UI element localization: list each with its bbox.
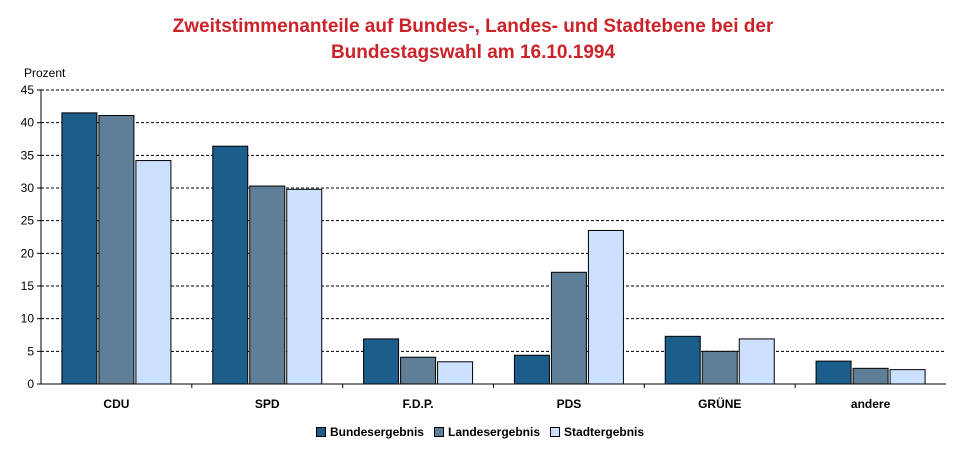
y-ticks: 0 5 10 15 20 25 30 35 40 45: [21, 83, 41, 391]
bar-landesergebnis-5: [852, 367, 889, 385]
legend-item: Stadtergebnis: [550, 425, 644, 439]
bar-bundesergebnis-2: [363, 338, 400, 385]
chart-title-line-2: Bundestagswahl am 16.10.1994: [330, 42, 616, 63]
bar-bundesergebnis-1: [212, 145, 249, 385]
y-tick-label: 35: [21, 148, 35, 162]
bar-stadtergebnis-1: [286, 188, 323, 385]
y-tick-label: 0: [27, 377, 34, 391]
bar-bundesergebnis-0: [61, 112, 98, 385]
bar-landesergebnis-1: [249, 185, 286, 385]
x-category-label: PDS: [557, 397, 582, 411]
chart-title-line-1: Zweitstimmenanteile auf Bundes-, Landes-…: [172, 16, 774, 37]
y-tick-label: 15: [21, 279, 35, 293]
bar-bundesergebnis-4: [664, 335, 701, 385]
legend-swatch: [550, 426, 561, 437]
bar-bundesergebnis-5: [815, 360, 852, 385]
bar-stadtergebnis-5: [889, 369, 926, 385]
bar-stadtergebnis-3: [587, 229, 624, 385]
bar-landesergebnis-4: [701, 350, 738, 385]
bars: [61, 112, 926, 385]
x-category-label: andere: [851, 397, 891, 411]
y-tick-label: 5: [27, 344, 34, 358]
bar-stadtergebnis-0: [135, 160, 172, 385]
legend-label: Bundesergebnis: [329, 424, 424, 439]
chart-title: Zweitstimmenanteile auf Bundes-, Landes-…: [0, 14, 946, 66]
y-tick-label: 25: [21, 214, 35, 228]
gridlines: [41, 89, 946, 352]
bar-stadtergebnis-4: [738, 338, 775, 385]
x-category-label: F.D.P.: [403, 397, 434, 411]
bar-landesergebnis-0: [98, 114, 135, 385]
bar-landesergebnis-3: [550, 271, 587, 385]
y-tick-label: 45: [21, 83, 35, 97]
bar-bundesergebnis-3: [513, 354, 550, 385]
x-category-label: GRÜNE: [698, 396, 741, 411]
bar-landesergebnis-2: [400, 356, 437, 385]
legend-label: Stadtergebnis: [564, 424, 645, 439]
legend-item: Bundesergebnis: [315, 424, 424, 439]
legend-item: Landesergebnis: [433, 424, 541, 439]
legend-swatch: [315, 426, 326, 437]
x-categories: CDU SPD F.D.P. PDS GRÜNE andere: [103, 384, 891, 411]
y-tick-label: 30: [21, 181, 35, 195]
y-tick-label: 20: [21, 246, 35, 260]
legend-swatch: [433, 426, 444, 437]
x-category-label: SPD: [255, 397, 280, 411]
y-axis-label: Prozent: [24, 66, 66, 80]
y-tick-label: 10: [21, 312, 35, 326]
legend: Bundesergebnis Landesergebnis Stadtergebni…: [0, 424, 960, 439]
y-tick-label: 40: [21, 116, 35, 130]
x-category-label: CDU: [103, 397, 129, 411]
bar-stadtergebnis-2: [437, 361, 474, 385]
legend-label: Landesergebnis: [447, 424, 541, 439]
axes: [40, 90, 946, 385]
